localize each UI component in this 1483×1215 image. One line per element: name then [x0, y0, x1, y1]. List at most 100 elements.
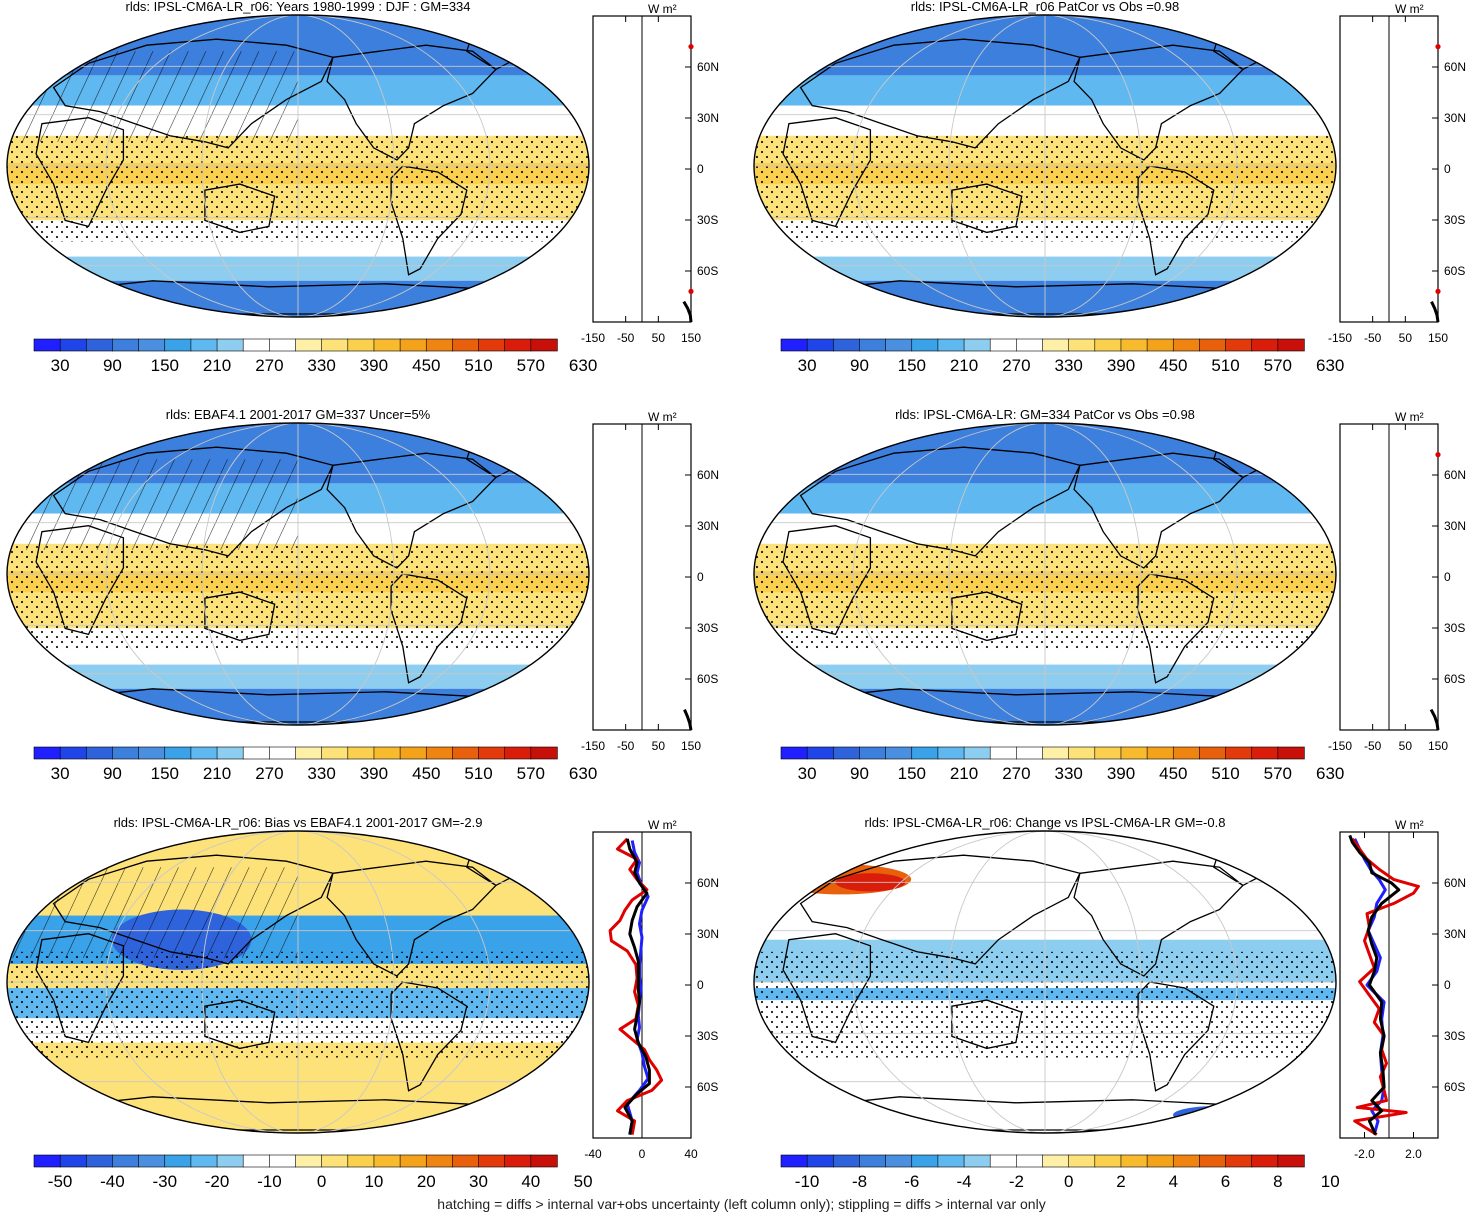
- panel-p1: rlds: IPSL-CM6A-LR_r06: Years 1980-1999 …: [6, 0, 719, 375]
- colorbar-tick-label: 4: [1169, 1172, 1178, 1191]
- colorbar-tick-label: 30: [798, 764, 817, 783]
- colorbar-tick-label: 30: [798, 356, 817, 375]
- colorbar-swatch: [425, 746, 454, 760]
- colorbar-swatch: [425, 338, 454, 352]
- coastline-africa: [35, 933, 125, 1044]
- colorbar-swatch: [452, 338, 480, 352]
- colorbar-tick-label: 510: [464, 764, 492, 783]
- zonal-lat-label: 0: [1444, 162, 1451, 176]
- map-outline: [6, 14, 590, 318]
- colorbar-swatch: [1172, 746, 1201, 760]
- colorbar-tick-label: -40: [100, 1172, 125, 1191]
- coastline-eurasia: [799, 854, 1081, 965]
- zonal-series-marker: [1435, 288, 1441, 294]
- coastline-eurasia: [52, 446, 334, 557]
- colorbar-swatch: [59, 338, 88, 352]
- colorbar-swatch: [242, 1154, 271, 1168]
- colorbar-tick-label: 210: [203, 356, 231, 375]
- colorbar-swatch: [373, 746, 401, 760]
- colorbar-tick-label: 630: [1316, 764, 1344, 783]
- graticule-meridian: [1044, 15, 1238, 317]
- colorbar-tick-label: 570: [517, 764, 545, 783]
- colorbar-swatch: [86, 338, 114, 352]
- colorbar-tick-label: 270: [255, 356, 283, 375]
- zonal-lat-label: 30S: [1444, 621, 1465, 635]
- coastline-americasS: [1137, 981, 1215, 1092]
- colorbar-tick-label: 0: [317, 1172, 326, 1191]
- map-outline: [753, 830, 1337, 1134]
- graticule-meridian: [1044, 831, 1238, 1133]
- colorbar-swatch: [1016, 338, 1044, 352]
- zonal-x-label: 50: [652, 331, 666, 345]
- colorbar-swatch: [59, 746, 88, 760]
- zonal-lat-label: 30S: [697, 621, 718, 635]
- colorbar-swatch: [321, 338, 349, 352]
- colorbar-tick-label: 210: [203, 764, 231, 783]
- panel-p2: rlds: IPSL-CM6A-LR_r06 PatCor vs Obs =0.…: [753, 0, 1466, 375]
- colorbar-tick-label: 390: [360, 764, 388, 783]
- colorbar-swatch: [1146, 338, 1174, 352]
- zonal-unit-label: W m²: [648, 818, 677, 832]
- zonal-lat-label: 60N: [1444, 60, 1466, 74]
- graticule-meridian: [297, 831, 395, 1133]
- coastline-australia: [204, 183, 276, 234]
- colorbar-tick-label: 510: [1211, 356, 1239, 375]
- colorbar-tick-label: 630: [569, 356, 597, 375]
- colorbar-swatch: [1225, 1154, 1253, 1168]
- colorbar-swatch: [1120, 338, 1148, 352]
- zonal-x-label: -150: [1328, 331, 1352, 345]
- zonal-x-label: 2.0: [1405, 1147, 1422, 1161]
- panel-title: rlds: IPSL-CM6A-LR: GM=334 PatCor vs Obs…: [895, 407, 1195, 422]
- graticule-meridian: [297, 423, 395, 725]
- colorbar-swatch: [1199, 1154, 1227, 1168]
- coastline-americasS: [390, 165, 468, 276]
- colorbar-swatch: [478, 1154, 506, 1168]
- colorbar-tick-label: 6: [1221, 1172, 1230, 1191]
- zonal-lat-label: 30S: [697, 1029, 718, 1043]
- zonal-x-label: 50: [1399, 331, 1413, 345]
- colorbar-tick-label: 10: [1321, 1172, 1340, 1191]
- colorbar-swatch: [33, 338, 61, 352]
- colorbar-swatch: [452, 1154, 480, 1168]
- panel-title: rlds: EBAF4.1 2001-2017 GM=337 Uncer=5%: [166, 407, 431, 422]
- colorbar-swatch: [138, 338, 166, 352]
- zonal-lat-label: 0: [697, 978, 704, 992]
- zonal-x-label: -50: [1364, 331, 1382, 345]
- zonal-unit-label: W m²: [648, 410, 677, 424]
- zonal-lat-label: 30N: [697, 111, 719, 125]
- colorbar-swatch: [530, 746, 558, 760]
- graticule-meridian: [948, 15, 1046, 317]
- map-outline: [753, 422, 1337, 726]
- panel-p5: rlds: IPSL-CM6A-LR_r06: Bias vs EBAF4.1 …: [6, 815, 719, 1191]
- colorbar-swatch: [1094, 1154, 1122, 1168]
- panel-title: rlds: IPSL-CM6A-LR_r06 PatCor vs Obs =0.…: [911, 0, 1179, 14]
- coastline-americasN: [326, 44, 497, 161]
- colorbar-swatch: [216, 338, 244, 352]
- colorbar-tick-label: 30: [51, 764, 70, 783]
- zonal-lat-label: 30N: [697, 519, 719, 533]
- zonal-series-line: [682, 300, 693, 323]
- colorbar-swatch: [478, 746, 506, 760]
- colorbar-swatch: [295, 746, 323, 760]
- coastline-eurasia: [799, 38, 1081, 149]
- colorbar-swatch: [530, 338, 558, 352]
- colorbar-swatch: [780, 746, 808, 760]
- coastline-americasN: [326, 860, 497, 977]
- field-blob-antarctic-negative: [1173, 1105, 1267, 1124]
- zonal-series-marker: [1435, 44, 1441, 50]
- zonal-lat-label: 60S: [697, 672, 718, 686]
- coastline-africa: [782, 933, 872, 1044]
- colorbar-swatch: [1251, 338, 1279, 352]
- colorbar-swatch: [911, 746, 939, 760]
- zonal-x-label: 0: [639, 1147, 646, 1161]
- colorbar-swatch: [859, 1154, 887, 1168]
- coastline-australia: [951, 999, 1023, 1050]
- zonal-x-label: 150: [681, 739, 701, 753]
- hatch-overlay: [7, 867, 298, 958]
- coastline-australia: [951, 591, 1023, 642]
- colorbar-swatch: [321, 1154, 349, 1168]
- colorbar-swatch: [190, 1154, 218, 1168]
- colorbar-swatch: [504, 338, 532, 352]
- zonal-lat-label: 60N: [1444, 876, 1466, 890]
- graticule-meridian: [948, 423, 1046, 725]
